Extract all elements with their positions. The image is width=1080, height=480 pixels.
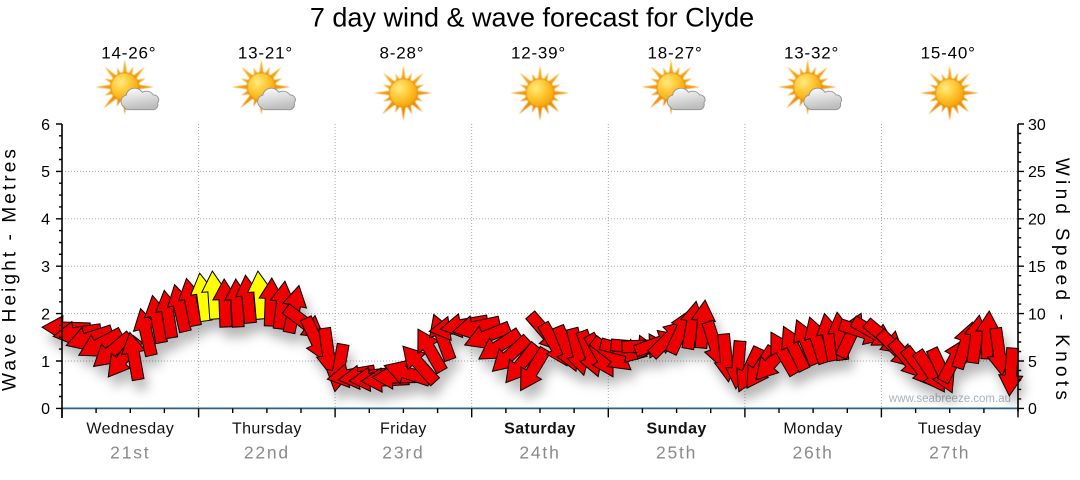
svg-text:Wind Speed - Knots: Wind Speed - Knots	[1051, 158, 1072, 404]
svg-text:18-27°: 18-27°	[648, 44, 703, 63]
svg-text:24th: 24th	[519, 443, 560, 463]
svg-text:25th: 25th	[656, 443, 697, 463]
svg-text:Tuesday: Tuesday	[918, 421, 982, 438]
svg-text:3: 3	[41, 259, 50, 276]
svg-text:22nd: 22nd	[244, 443, 290, 463]
svg-text:7 day wind & wave forecast for: 7 day wind & wave forecast for Clyde	[310, 3, 754, 33]
svg-text:10: 10	[1028, 306, 1046, 323]
svg-text:12-39°: 12-39°	[511, 44, 566, 63]
svg-text:Saturday: Saturday	[504, 421, 576, 438]
svg-text:5: 5	[1028, 354, 1037, 371]
svg-text:27th: 27th	[929, 443, 970, 463]
svg-text:23rd: 23rd	[382, 443, 424, 463]
svg-text:Wave Height - Metres: Wave Height - Metres	[0, 146, 21, 391]
svg-text:1: 1	[41, 354, 50, 371]
svg-text:25: 25	[1028, 164, 1046, 181]
svg-text:Thursday: Thursday	[232, 421, 302, 438]
svg-text:2: 2	[41, 306, 50, 323]
svg-text:0: 0	[41, 401, 50, 418]
svg-text:13-21°: 13-21°	[238, 44, 293, 63]
svg-text:15-40°: 15-40°	[921, 44, 976, 63]
svg-text:4: 4	[41, 212, 50, 229]
svg-text:5: 5	[41, 164, 50, 181]
svg-text:21st: 21st	[110, 443, 150, 463]
svg-text:8-28°: 8-28°	[379, 44, 424, 63]
svg-text:15: 15	[1028, 259, 1046, 276]
svg-text:Wednesday: Wednesday	[86, 421, 174, 438]
svg-text:0: 0	[1028, 401, 1037, 418]
svg-text:6: 6	[41, 117, 50, 134]
svg-text:14-26°: 14-26°	[101, 44, 156, 63]
svg-text:26th: 26th	[792, 443, 833, 463]
svg-text:Sunday: Sunday	[646, 421, 706, 438]
svg-text:20: 20	[1028, 212, 1046, 229]
svg-text:Monday: Monday	[783, 421, 842, 438]
svg-text:Friday: Friday	[380, 421, 427, 438]
svg-text:30: 30	[1028, 117, 1046, 134]
svg-text:www.seabreeze.com.au: www.seabreeze.com.au	[888, 393, 1011, 405]
svg-text:13-32°: 13-32°	[784, 44, 839, 63]
